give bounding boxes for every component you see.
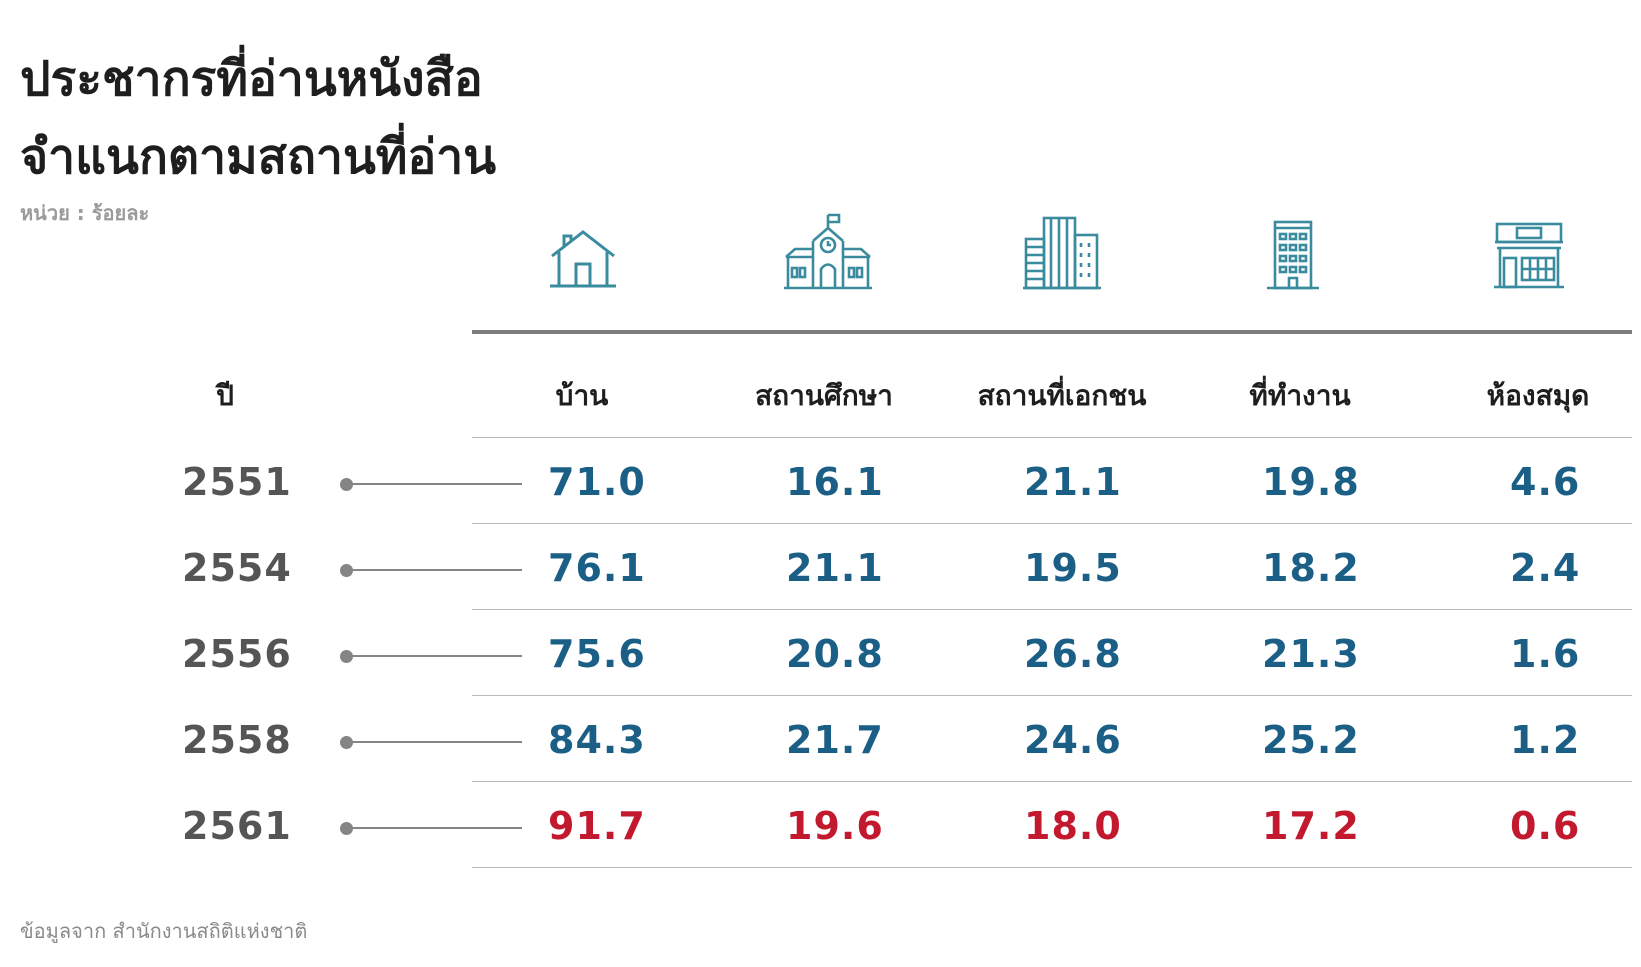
- leader-line: [346, 655, 522, 657]
- table-cell-value: 84.3: [548, 718, 646, 762]
- row-divider: [472, 867, 1632, 868]
- table-cell-value: 71.0: [548, 460, 646, 504]
- school-icon: [784, 213, 872, 290]
- house-icon: [550, 230, 616, 288]
- row-divider: [472, 437, 1632, 438]
- title-line-2: จำแนกตามสถานที่อ่าน: [20, 129, 497, 185]
- table-cell-value: 16.1: [786, 460, 884, 504]
- leader-line: [346, 741, 522, 743]
- library-icon: [1494, 222, 1564, 289]
- table-cell-value: 17.2: [1262, 804, 1360, 848]
- table-cell-value: 20.8: [786, 632, 884, 676]
- header-divider: [472, 330, 1632, 334]
- row-divider: [472, 781, 1632, 782]
- row-divider: [472, 609, 1632, 610]
- table-cell-value: 1.2: [1510, 718, 1581, 762]
- table-cell-value: 19.6: [786, 804, 884, 848]
- year-label: 2554: [182, 546, 292, 590]
- table-cell-value: 21.3: [1262, 632, 1360, 676]
- office-buildings-icon: [1023, 216, 1101, 290]
- year-label: 2561: [182, 804, 292, 848]
- unit-label: หน่วย : ร้อยละ: [20, 201, 150, 225]
- column-header-school: สถานศึกษา: [755, 379, 893, 412]
- year-label: 2551: [182, 460, 292, 504]
- source-note: ข้อมูลจาก สำนักงานสถิติแห่งชาติ: [20, 919, 308, 943]
- table-cell-value: 19.5: [1024, 546, 1122, 590]
- leader-line: [346, 827, 522, 829]
- table-cell-value: 25.2: [1262, 718, 1360, 762]
- table-cell-value: 76.1: [548, 546, 646, 590]
- table-cell-value: 21.1: [1024, 460, 1122, 504]
- row-divider: [472, 695, 1632, 696]
- table-cell-value: 21.1: [786, 546, 884, 590]
- leader-line: [346, 569, 522, 571]
- year-label: 2556: [182, 632, 292, 676]
- column-header-home: บ้าน: [555, 379, 609, 412]
- table-cell-value: 26.8: [1024, 632, 1122, 676]
- table-cell-value: 75.6: [548, 632, 646, 676]
- table-cell-value: 2.4: [1510, 546, 1581, 590]
- row-divider: [472, 523, 1632, 524]
- year-header: ปี: [216, 379, 234, 412]
- workplace-building-icon: [1267, 220, 1319, 290]
- table-cell-value: 1.6: [1510, 632, 1581, 676]
- title-line-1: ประชากรที่อ่านหนังสือ: [20, 51, 483, 107]
- table-cell-value: 0.6: [1510, 804, 1581, 848]
- table-cell-value: 24.6: [1024, 718, 1122, 762]
- table-cell-value: 19.8: [1262, 460, 1360, 504]
- table-cell-value: 91.7: [548, 804, 646, 848]
- column-header-library: ห้องสมุด: [1486, 379, 1590, 412]
- column-header-workplace: ที่ทำงาน: [1249, 379, 1351, 412]
- leader-line: [346, 483, 522, 485]
- table-cell-value: 21.7: [786, 718, 884, 762]
- table-cell-value: 18.0: [1024, 804, 1122, 848]
- table-cell-value: 4.6: [1510, 460, 1581, 504]
- year-label: 2558: [182, 718, 292, 762]
- column-header-private-place: สถานที่เอกชน: [977, 379, 1147, 412]
- chart-title: ประชากรที่อ่านหนังสือ จำแนกตามสถานที่อ่า…: [20, 40, 496, 196]
- table-cell-value: 18.2: [1262, 546, 1360, 590]
